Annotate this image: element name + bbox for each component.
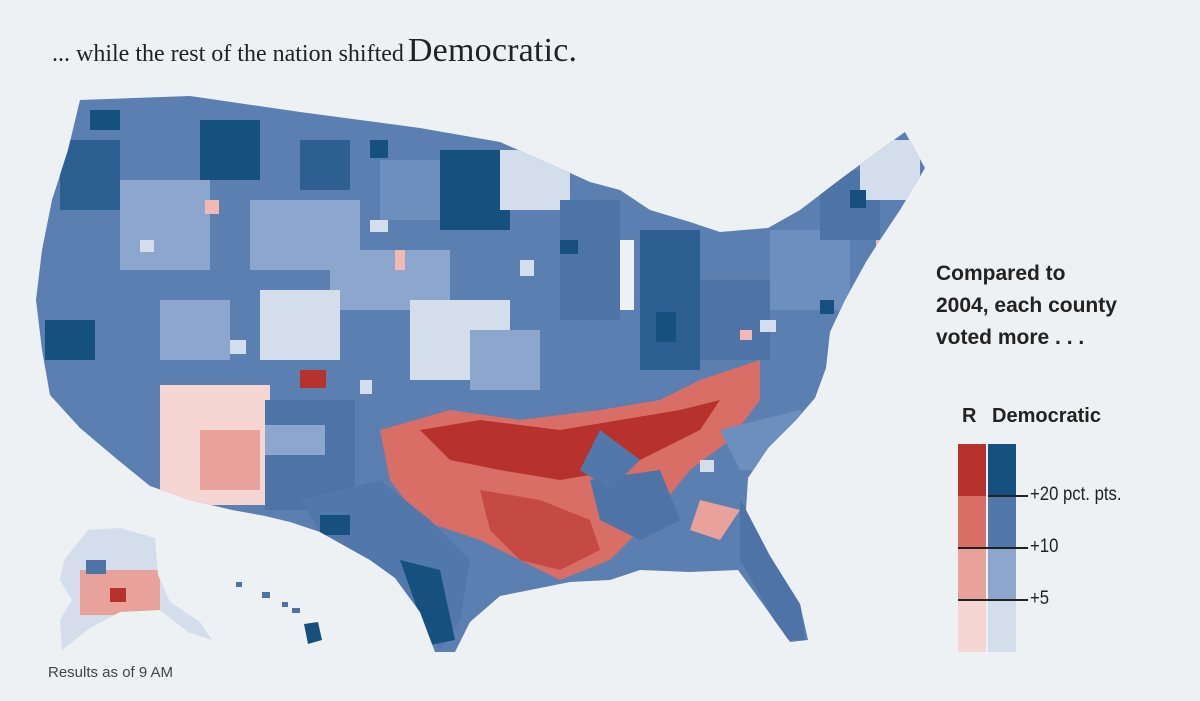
democratic-swatch-0 xyxy=(988,444,1016,496)
democratic-swatch-1 xyxy=(988,496,1016,548)
footnote: Results as of 9 AM xyxy=(48,664,174,681)
legend-tick-label-10: +10 xyxy=(1030,536,1059,557)
democratic-swatch-2 xyxy=(988,548,1016,600)
legend-tick-label-20: +20 pct. pts. xyxy=(1030,484,1122,505)
key-line-3: voted more . . . xyxy=(936,326,1085,349)
legend-header: R Democratic xyxy=(962,405,1101,428)
republican-swatch-3 xyxy=(958,600,986,652)
democratic-swatch-3 xyxy=(988,600,1016,652)
key-line-1: Compared to xyxy=(936,262,1066,285)
key-text: Compared to 2004, each county voted more… xyxy=(936,258,1117,354)
legend-democratic-label: Democratic xyxy=(992,405,1101,427)
republican-swatch-0 xyxy=(958,444,986,496)
legend-democratic-swatches xyxy=(988,444,1016,652)
legend-republican-swatches xyxy=(958,444,986,652)
headline: ... while the rest of the nation shifted… xyxy=(52,32,577,70)
key-line-2: 2004, each county xyxy=(936,294,1117,317)
republican-swatch-1 xyxy=(958,496,986,548)
legend-republican-label: R xyxy=(962,405,977,427)
legend-tick-label-5: +5 xyxy=(1030,588,1050,609)
hawaii xyxy=(236,582,322,644)
county-patches xyxy=(45,110,920,650)
headline-lead: ... while the rest of the nation shifted xyxy=(52,41,404,67)
headline-emphasis: Democratic. xyxy=(407,32,578,69)
republican-swatch-2 xyxy=(958,548,986,600)
